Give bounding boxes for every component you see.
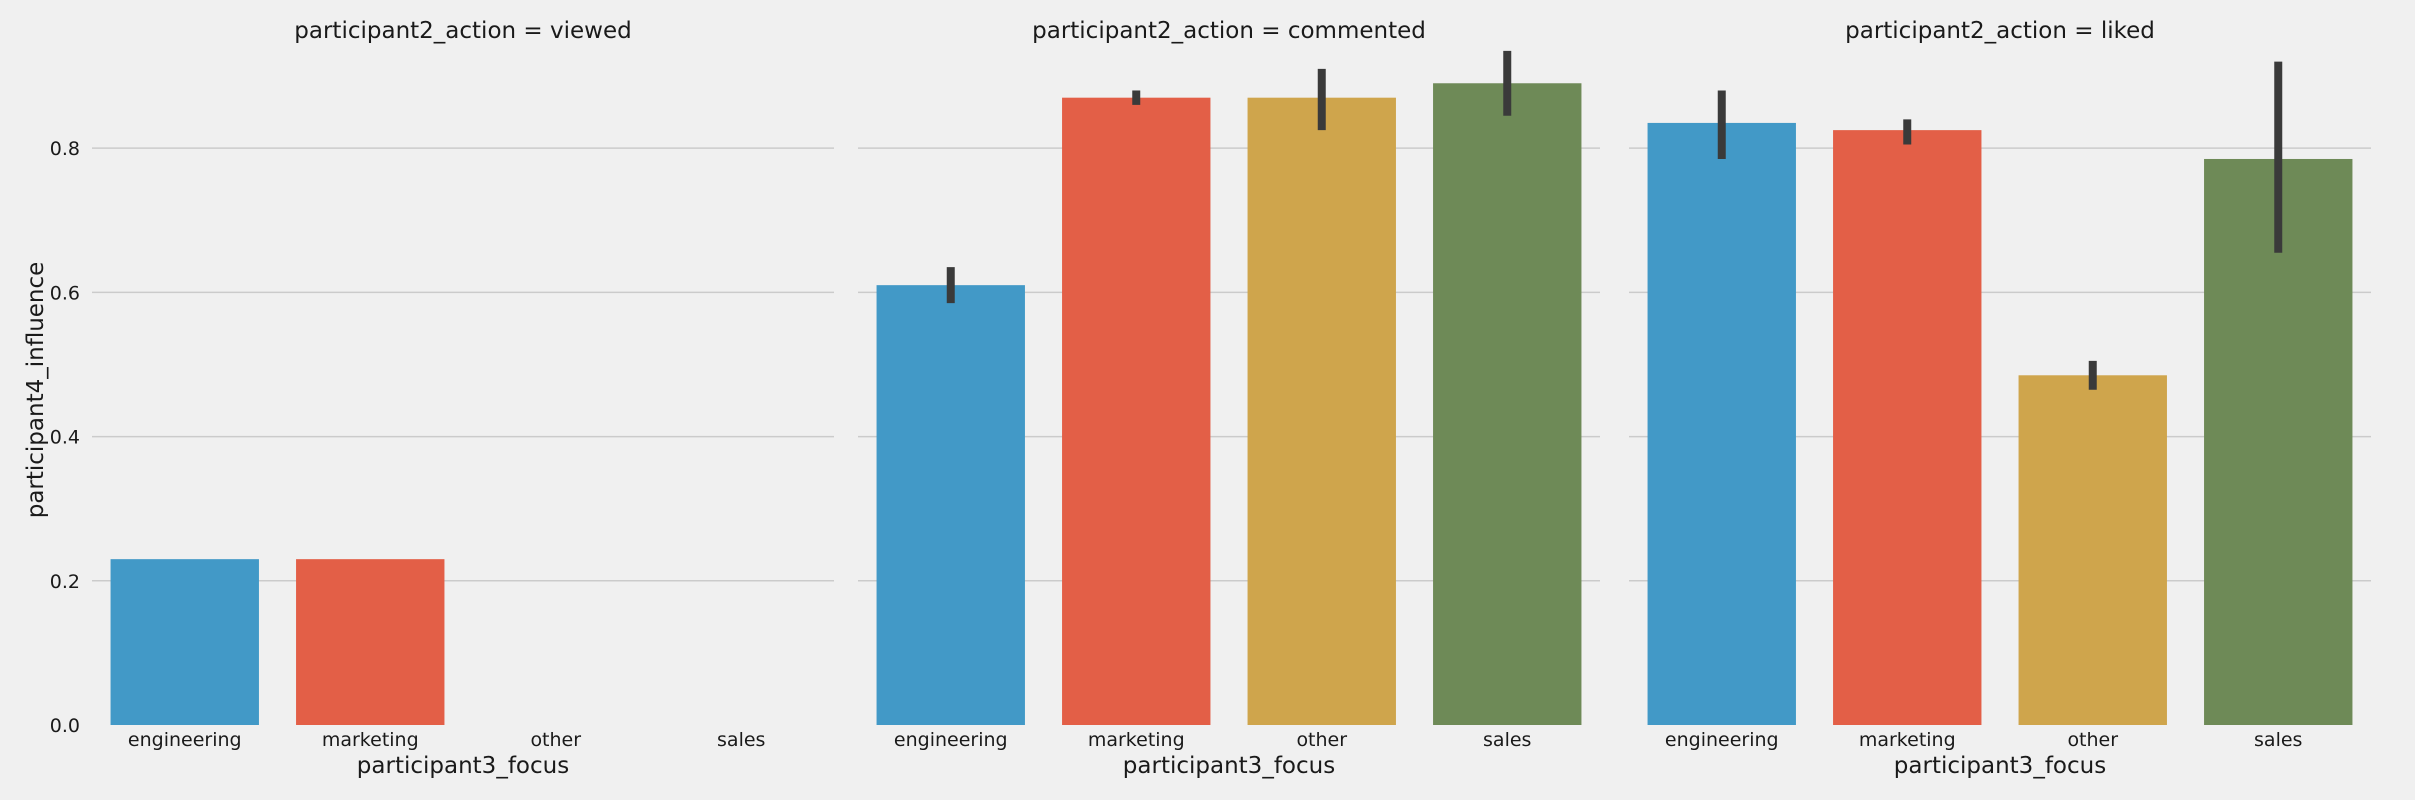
x-tick-label: other (1296, 729, 1347, 751)
bar (876, 285, 1025, 725)
x-tick-label: engineering (1665, 729, 1779, 751)
bar (1062, 97, 1211, 726)
x-tick-label: engineering (894, 729, 1008, 751)
x-tick-label: marketing (1859, 729, 1956, 751)
y-tick-label: 0.4 (50, 427, 80, 449)
y-axis-label: participant4_influence (23, 262, 49, 519)
x-axis-label: participant3_focus (1123, 753, 1335, 779)
panel-title: participant2_action = commented (1032, 18, 1426, 44)
x-tick-label: sales (717, 729, 765, 751)
bar (1433, 83, 1582, 725)
panel-title: participant2_action = viewed (294, 18, 631, 44)
x-tick-label: other (2067, 729, 2118, 751)
bar (296, 559, 445, 725)
x-tick-label: marketing (1088, 729, 1185, 751)
bar (2204, 158, 2353, 725)
y-tick-label: 0.2 (50, 571, 80, 593)
y-tick-label: 0.0 (50, 715, 80, 737)
x-axis-label: participant3_focus (1894, 753, 2106, 779)
y-tick-label: 0.8 (50, 138, 80, 160)
x-tick-label: sales (1483, 729, 1531, 751)
bar (1833, 130, 1982, 725)
x-tick-label: sales (2254, 729, 2302, 751)
x-tick-label: marketing (322, 729, 419, 751)
x-tick-label: engineering (128, 729, 242, 751)
y-tick-label: 0.6 (50, 282, 80, 304)
x-axis-label: participant3_focus (357, 753, 569, 779)
bar (110, 559, 259, 725)
bar (1247, 97, 1396, 726)
bar (2018, 375, 2167, 725)
x-tick-label: other (530, 729, 581, 751)
bar (1647, 122, 1796, 726)
panel-title: participant2_action = liked (1845, 18, 2155, 44)
